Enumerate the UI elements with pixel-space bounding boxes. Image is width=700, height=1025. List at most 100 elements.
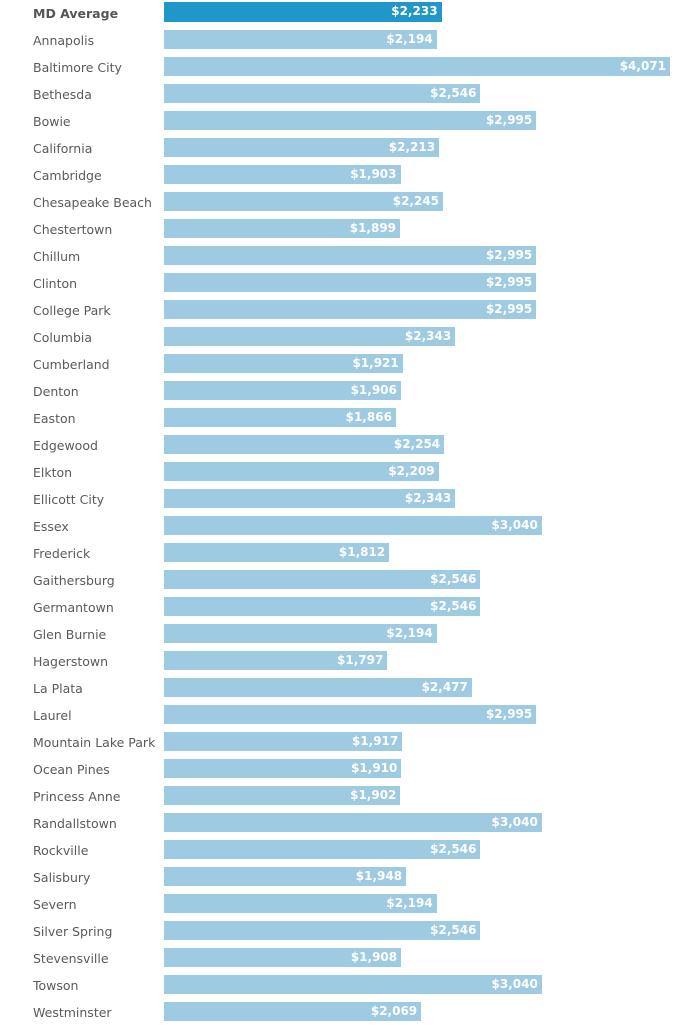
bar: $2,343 [164, 327, 456, 346]
value-label: $2,213 [388, 140, 436, 154]
category-label: Towson [33, 978, 79, 993]
category-label: Essex [33, 519, 69, 534]
bar: $2,209 [164, 462, 439, 481]
category-label: Silver Spring [33, 924, 113, 939]
bar-row: Gaithersburg $2,546 [0, 570, 700, 589]
value-label: $2,995 [485, 302, 533, 316]
value-label: $2,477 [421, 680, 468, 694]
bar: $1,812 [164, 543, 390, 562]
bar: $1,906 [164, 381, 401, 400]
bar-row: La Plata $2,477 [0, 678, 700, 697]
bar: $2,069 [164, 1002, 422, 1021]
bar: $2,995 [164, 273, 537, 292]
value-label: $1,906 [350, 383, 397, 397]
category-label: Ellicott City [33, 492, 105, 507]
value-label: $1,797 [337, 653, 384, 667]
bar: $2,194 [164, 624, 437, 643]
category-label: Clinton [33, 276, 78, 291]
bar: $2,995 [164, 300, 537, 319]
category-label: Annapolis [33, 33, 95, 48]
bar: $2,194 [164, 894, 437, 913]
category-label: College Park [33, 303, 111, 318]
bar-row: MD Average $2,233 [0, 2, 700, 22]
value-label: $2,546 [430, 923, 477, 937]
category-label: Chillum [33, 249, 81, 264]
bar-row: Chillum $2,995 [0, 246, 700, 265]
value-label: $2,343 [404, 491, 452, 505]
category-label: California [33, 141, 93, 156]
bar: $2,546 [164, 597, 481, 616]
category-label: Ocean Pines [33, 762, 110, 777]
value-label: $1,948 [355, 869, 403, 883]
value-label: $2,069 [370, 1004, 418, 1018]
category-label: Denton [33, 384, 79, 399]
category-label: Hagerstown [33, 654, 109, 669]
bar-row: Columbia $2,343 [0, 327, 700, 346]
bar-row: Hagerstown $1,797 [0, 651, 700, 670]
category-label: Frederick [33, 546, 91, 561]
bar-row: Chesapeake Beach $2,245 [0, 192, 700, 211]
bar-row: Severn $2,194 [0, 894, 700, 913]
value-label: $1,866 [345, 410, 392, 424]
bar: $1,899 [164, 219, 401, 238]
bar: $2,477 [164, 678, 472, 697]
value-label: $2,194 [386, 626, 433, 640]
value-label: $2,546 [430, 86, 477, 100]
bar: $2,343 [164, 489, 456, 508]
bar-row: Laurel $2,995 [0, 705, 700, 724]
category-label: Salisbury [33, 870, 91, 885]
category-label: Columbia [33, 330, 93, 345]
category-label: Westminster [33, 1005, 112, 1020]
bar: $4,071 [164, 57, 670, 76]
category-label: Easton [33, 411, 76, 426]
bar: $2,546 [164, 570, 481, 589]
bar-row: Rockville $2,546 [0, 840, 700, 859]
bar-row: Ellicott City $2,343 [0, 489, 700, 508]
bar-row: Chestertown $1,899 [0, 219, 700, 238]
value-label: $1,910 [351, 761, 398, 775]
bar-row: Edgewood $2,254 [0, 435, 700, 454]
bar: $1,797 [164, 651, 388, 670]
category-label: Bethesda [33, 87, 92, 102]
value-label: $2,546 [430, 572, 477, 586]
value-label: $3,040 [491, 815, 538, 829]
category-label: Elkton [33, 465, 73, 480]
value-label: $1,902 [350, 788, 397, 802]
bar-row: Princess Anne $1,902 [0, 786, 700, 805]
category-label: Chesapeake Beach [33, 195, 152, 210]
category-label: Severn [33, 897, 77, 912]
value-label: $2,995 [485, 248, 533, 262]
bar-row: Bowie $2,995 [0, 111, 700, 130]
bar: $2,995 [164, 111, 537, 130]
bar-row: Glen Burnie $2,194 [0, 624, 700, 643]
bar-row: Germantown $2,546 [0, 597, 700, 616]
bar: $1,948 [164, 867, 407, 886]
bar: $2,213 [164, 138, 440, 157]
category-label: Gaithersburg [33, 573, 115, 588]
value-label: $2,343 [404, 329, 452, 343]
bar: $2,995 [164, 705, 537, 724]
category-label: Bowie [33, 114, 71, 129]
category-label: Laurel [33, 708, 72, 723]
bar-row: Denton $1,906 [0, 381, 700, 400]
bar-row: Towson $3,040 [0, 975, 700, 994]
value-label: $3,040 [491, 518, 538, 532]
bar-row: Frederick $1,812 [0, 543, 700, 562]
bar: $1,866 [164, 408, 396, 427]
bar-row: College Park $2,995 [0, 300, 700, 319]
average-bar: $2,233 [164, 2, 442, 22]
bar: $1,910 [164, 759, 402, 778]
bar: $1,921 [164, 354, 403, 373]
category-label: Cumberland [33, 357, 110, 372]
bar-row: Cumberland $1,921 [0, 354, 700, 373]
bar-row: Salisbury $1,948 [0, 867, 700, 886]
category-label: Germantown [33, 600, 114, 615]
value-label: $4,071 [619, 59, 666, 73]
category-label: Stevensville [33, 951, 109, 966]
bar: $2,194 [164, 30, 437, 49]
bar-row: Westminster $2,069 [0, 1002, 700, 1021]
value-label: $2,995 [485, 275, 533, 289]
value-label: $1,921 [352, 356, 399, 370]
bar-row: Ocean Pines $1,910 [0, 759, 700, 778]
